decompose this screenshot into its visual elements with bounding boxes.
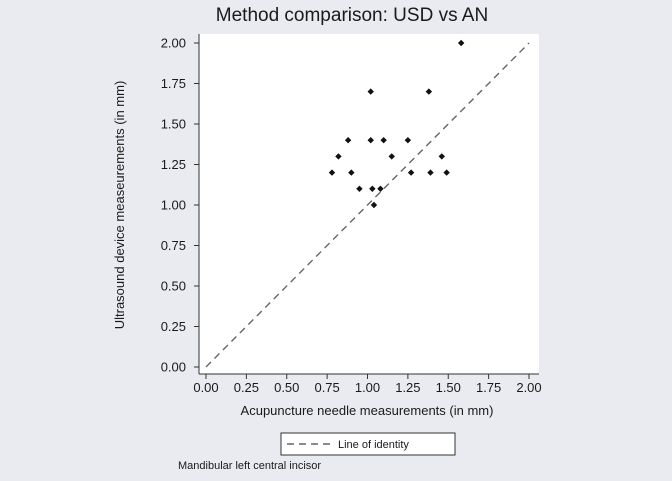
data-point xyxy=(328,169,336,176)
x-tick-label: 0.25 xyxy=(234,380,259,395)
y-tick-label: 1.75 xyxy=(161,76,186,91)
data-point xyxy=(380,137,387,144)
y-tick-label: 1.00 xyxy=(161,198,186,213)
data-point xyxy=(348,169,355,176)
data-point xyxy=(377,185,384,192)
data-point xyxy=(367,137,374,144)
x-tick-label: 1.50 xyxy=(436,380,461,395)
y-axis-label: Ultrasound device measeurements (in mm) xyxy=(112,81,127,330)
data-point xyxy=(457,39,465,47)
x-tick-label: 0.75 xyxy=(314,380,339,395)
legend: Line of identity xyxy=(280,432,456,456)
data-point xyxy=(425,88,433,95)
y-tick-label: 0.75 xyxy=(161,238,186,253)
data-point xyxy=(443,169,450,176)
data-point xyxy=(356,185,363,192)
x-tick-label: 1.25 xyxy=(395,380,420,395)
x-tick-label: 1.75 xyxy=(476,380,501,395)
y-tick-label: 1.50 xyxy=(161,117,186,132)
y-tick-label: 0.25 xyxy=(161,319,186,334)
y-tick-label: 1.25 xyxy=(161,157,186,172)
y-tick-label: 0.50 xyxy=(161,279,186,294)
y-axis-ticks: 0.00 0.25 0.50 0.75 1.00 1.25 1.50 1.75 2.00 xyxy=(161,36,199,375)
data-point xyxy=(369,185,376,192)
x-axis-label: Acupuncture needle measurements (in mm) xyxy=(241,403,494,418)
x-tick-label: 2.00 xyxy=(516,380,541,395)
data-point xyxy=(407,169,415,176)
x-tick-label: 0.00 xyxy=(193,380,218,395)
legend-label: Line of identity xyxy=(338,439,409,451)
data-point xyxy=(404,137,412,144)
legend-box xyxy=(280,432,456,456)
identity-line xyxy=(205,42,530,368)
data-point xyxy=(335,153,342,160)
y-tick-label: 0.00 xyxy=(161,360,186,375)
x-tick-label: 1.00 xyxy=(355,380,380,395)
data-points xyxy=(328,39,465,209)
y-tick-label: 2.00 xyxy=(161,36,186,51)
data-point xyxy=(370,201,378,209)
chart-title: Method comparison: USD vs AN xyxy=(216,5,488,26)
data-point xyxy=(367,88,374,95)
x-axis-ticks: 0.00 0.25 0.50 0.75 1.00 1.25 1.50 1.75 2.00 xyxy=(193,374,542,395)
data-point xyxy=(388,153,395,160)
data-point xyxy=(438,153,445,160)
data-point xyxy=(427,169,434,176)
footer-note: Mandibular left central incisor xyxy=(178,460,321,472)
data-point xyxy=(344,137,352,144)
x-tick-label: 0.50 xyxy=(274,380,299,395)
